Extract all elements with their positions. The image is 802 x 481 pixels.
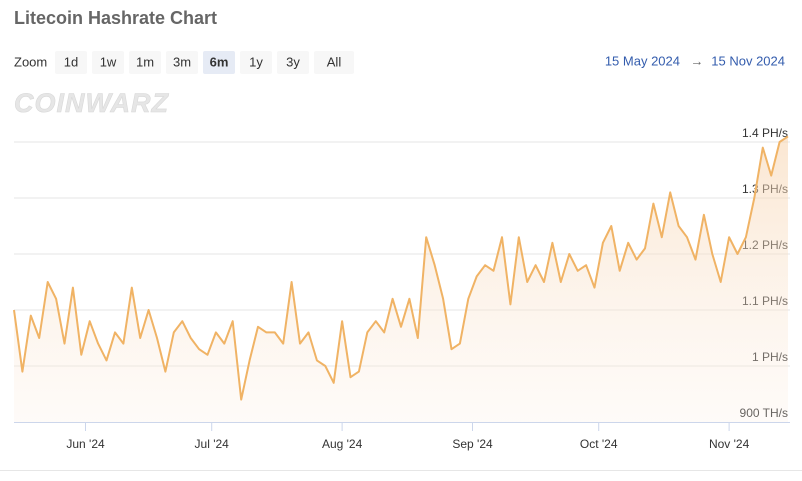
zoom-button[interactable]	[240, 51, 272, 74]
watermark: COINWARZ	[14, 88, 169, 118]
area-fill	[14, 136, 788, 422]
zoom-button[interactable]	[129, 51, 161, 74]
zoom-buttons: 1d 1w 1m 3m 6m 1y 3y All	[55, 51, 354, 74]
x-tick-label: Aug '24	[322, 437, 363, 451]
x-tick-label: Sep '24	[452, 437, 493, 451]
zoom-button-label[interactable]: 6m	[210, 54, 229, 69]
range-to[interactable]: 15 Nov 2024	[711, 53, 785, 68]
zoom-button-label[interactable]: 1d	[64, 54, 78, 69]
x-tick-label: Nov '24	[709, 437, 750, 451]
x-tick-label: Oct '24	[580, 437, 618, 451]
range-arrow: →	[691, 53, 704, 68]
zoom-button-label[interactable]: 1m	[136, 54, 154, 69]
zoom-button[interactable]	[314, 51, 354, 74]
zoom-label: Zoom	[14, 54, 47, 69]
range-from[interactable]: 15 May 2024	[605, 53, 680, 68]
x-tick-label: Jun '24	[66, 437, 105, 451]
zoom-button-label[interactable]: 1w	[100, 54, 117, 69]
line	[13, 135, 789, 401]
zoom-button-label[interactable]: All	[327, 54, 342, 69]
y-tick-label: 1.4 PH/s	[742, 126, 788, 140]
plot-area: 900 TH/s1 PH/s1.1 PH/s1.2 PH/s1.3 PH/s1.…	[13, 126, 790, 451]
chart-title: Litecoin Hashrate Chart	[14, 8, 217, 28]
zoom-button[interactable]	[92, 51, 124, 74]
zoom-button-label[interactable]: 3y	[286, 54, 300, 69]
zoom-button[interactable]	[55, 51, 87, 74]
zoom-button[interactable]	[203, 51, 235, 74]
x-tick-label: Jul '24	[195, 437, 230, 451]
zoom-button[interactable]	[166, 51, 198, 74]
zoom-button-label[interactable]: 1y	[249, 54, 263, 69]
zoom-button[interactable]	[277, 51, 309, 74]
zoom-button-label[interactable]: 3m	[173, 54, 191, 69]
